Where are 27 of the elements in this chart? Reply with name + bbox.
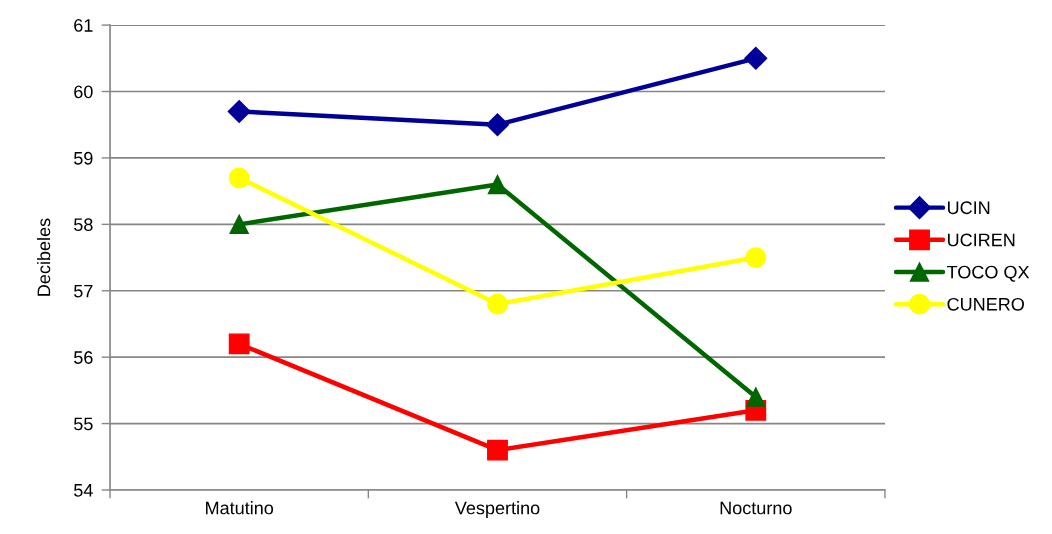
y-tick-label: 58 — [74, 218, 93, 232]
legend-label: UCIREN — [947, 233, 1015, 247]
point — [487, 439, 508, 461]
legend-label: TOCO QX — [947, 265, 1030, 282]
point — [745, 247, 767, 268]
y-axis-title: Decibeles — [37, 218, 51, 296]
y-tick-label: 59 — [74, 151, 93, 165]
point — [746, 387, 766, 407]
x-tick-label: Matutino — [206, 501, 274, 515]
point — [744, 46, 768, 70]
point — [228, 167, 250, 189]
point — [487, 174, 508, 195]
y-tick-label: 57 — [74, 284, 93, 298]
point — [227, 99, 251, 123]
point — [487, 293, 508, 315]
y-tick-label: 56 — [74, 351, 93, 364]
legend-label: CUNERO — [947, 297, 1024, 311]
x-tick-label: Vespertino — [454, 501, 540, 518]
point — [485, 113, 509, 137]
legend-label: UCIN — [947, 201, 990, 215]
x-tick-label: Nocturno — [720, 501, 792, 515]
y-tick-label: 60 — [74, 85, 93, 99]
y-tick-label: 55 — [74, 417, 93, 431]
y-tick-label: 61 — [74, 19, 93, 32]
point — [228, 333, 250, 355]
point — [229, 214, 249, 235]
y-tick-label: 54 — [74, 484, 93, 497]
